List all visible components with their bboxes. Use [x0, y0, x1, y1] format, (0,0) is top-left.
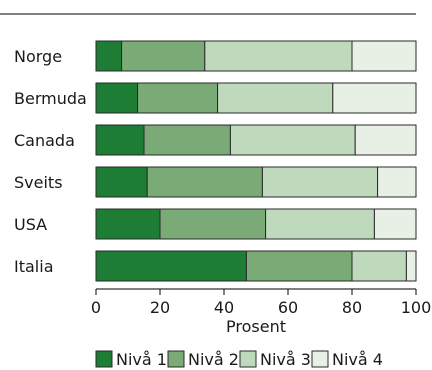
x-tick-label: 0	[91, 298, 101, 317]
bar-segment-4	[377, 166, 417, 198]
bar-segment-4	[373, 208, 417, 240]
category-label: Sveits	[14, 173, 63, 192]
bar-segment-4	[351, 40, 417, 72]
category-label: Canada	[14, 131, 75, 150]
bar-segment-1	[95, 82, 139, 114]
legend-label: Nivå 4	[332, 350, 383, 369]
bar-segment-2	[159, 208, 267, 240]
bar-segment-1	[95, 208, 161, 240]
bar-segment-3	[204, 40, 353, 72]
category-label: Bermuda	[14, 89, 87, 108]
legend-swatch	[239, 350, 257, 368]
legend-label: Nivå 3	[260, 350, 311, 369]
bar-segment-3	[265, 208, 375, 240]
bar-segment-1	[95, 40, 123, 72]
bar-segment-3	[229, 124, 356, 156]
bar-segment-4	[405, 250, 417, 282]
bar-segment-3	[217, 82, 334, 114]
x-axis: 0 20 40 60 80 100	[91, 288, 432, 317]
legend-label: Nivå 1	[116, 350, 167, 369]
x-tick-label: 60	[278, 298, 298, 317]
bar-segment-2	[146, 166, 263, 198]
x-axis-label: Prosent	[226, 317, 286, 336]
bar-segment-4	[354, 124, 417, 156]
bar-segment-1	[95, 250, 247, 282]
x-tick-label: 100	[401, 298, 432, 317]
bar-segment-3	[351, 250, 407, 282]
category-label: Norge	[14, 47, 62, 66]
bar-segment-1	[95, 166, 148, 198]
x-tick-label: 40	[214, 298, 234, 317]
legend-swatch	[311, 350, 329, 368]
legend: Nivå 1 Nivå 2 Nivå 3 Nivå 4	[95, 350, 383, 369]
legend-swatch	[167, 350, 185, 368]
x-tick-label: 20	[150, 298, 170, 317]
bars-group	[95, 40, 417, 282]
bar-segment-3	[261, 166, 379, 198]
legend-label: Nivå 2	[188, 350, 239, 369]
x-tick-label: 80	[342, 298, 362, 317]
legend-swatch	[95, 350, 113, 368]
bar-segment-1	[95, 124, 145, 156]
category-label: Italia	[14, 257, 54, 276]
bar-segment-4	[332, 82, 417, 114]
bar-segment-2	[245, 250, 353, 282]
bar-segment-2	[137, 82, 219, 114]
category-labels: Norge Bermuda Canada Sveits USA Italia	[14, 47, 87, 276]
bar-segment-2	[143, 124, 231, 156]
bar-segment-2	[121, 40, 206, 72]
category-label: USA	[14, 215, 47, 234]
